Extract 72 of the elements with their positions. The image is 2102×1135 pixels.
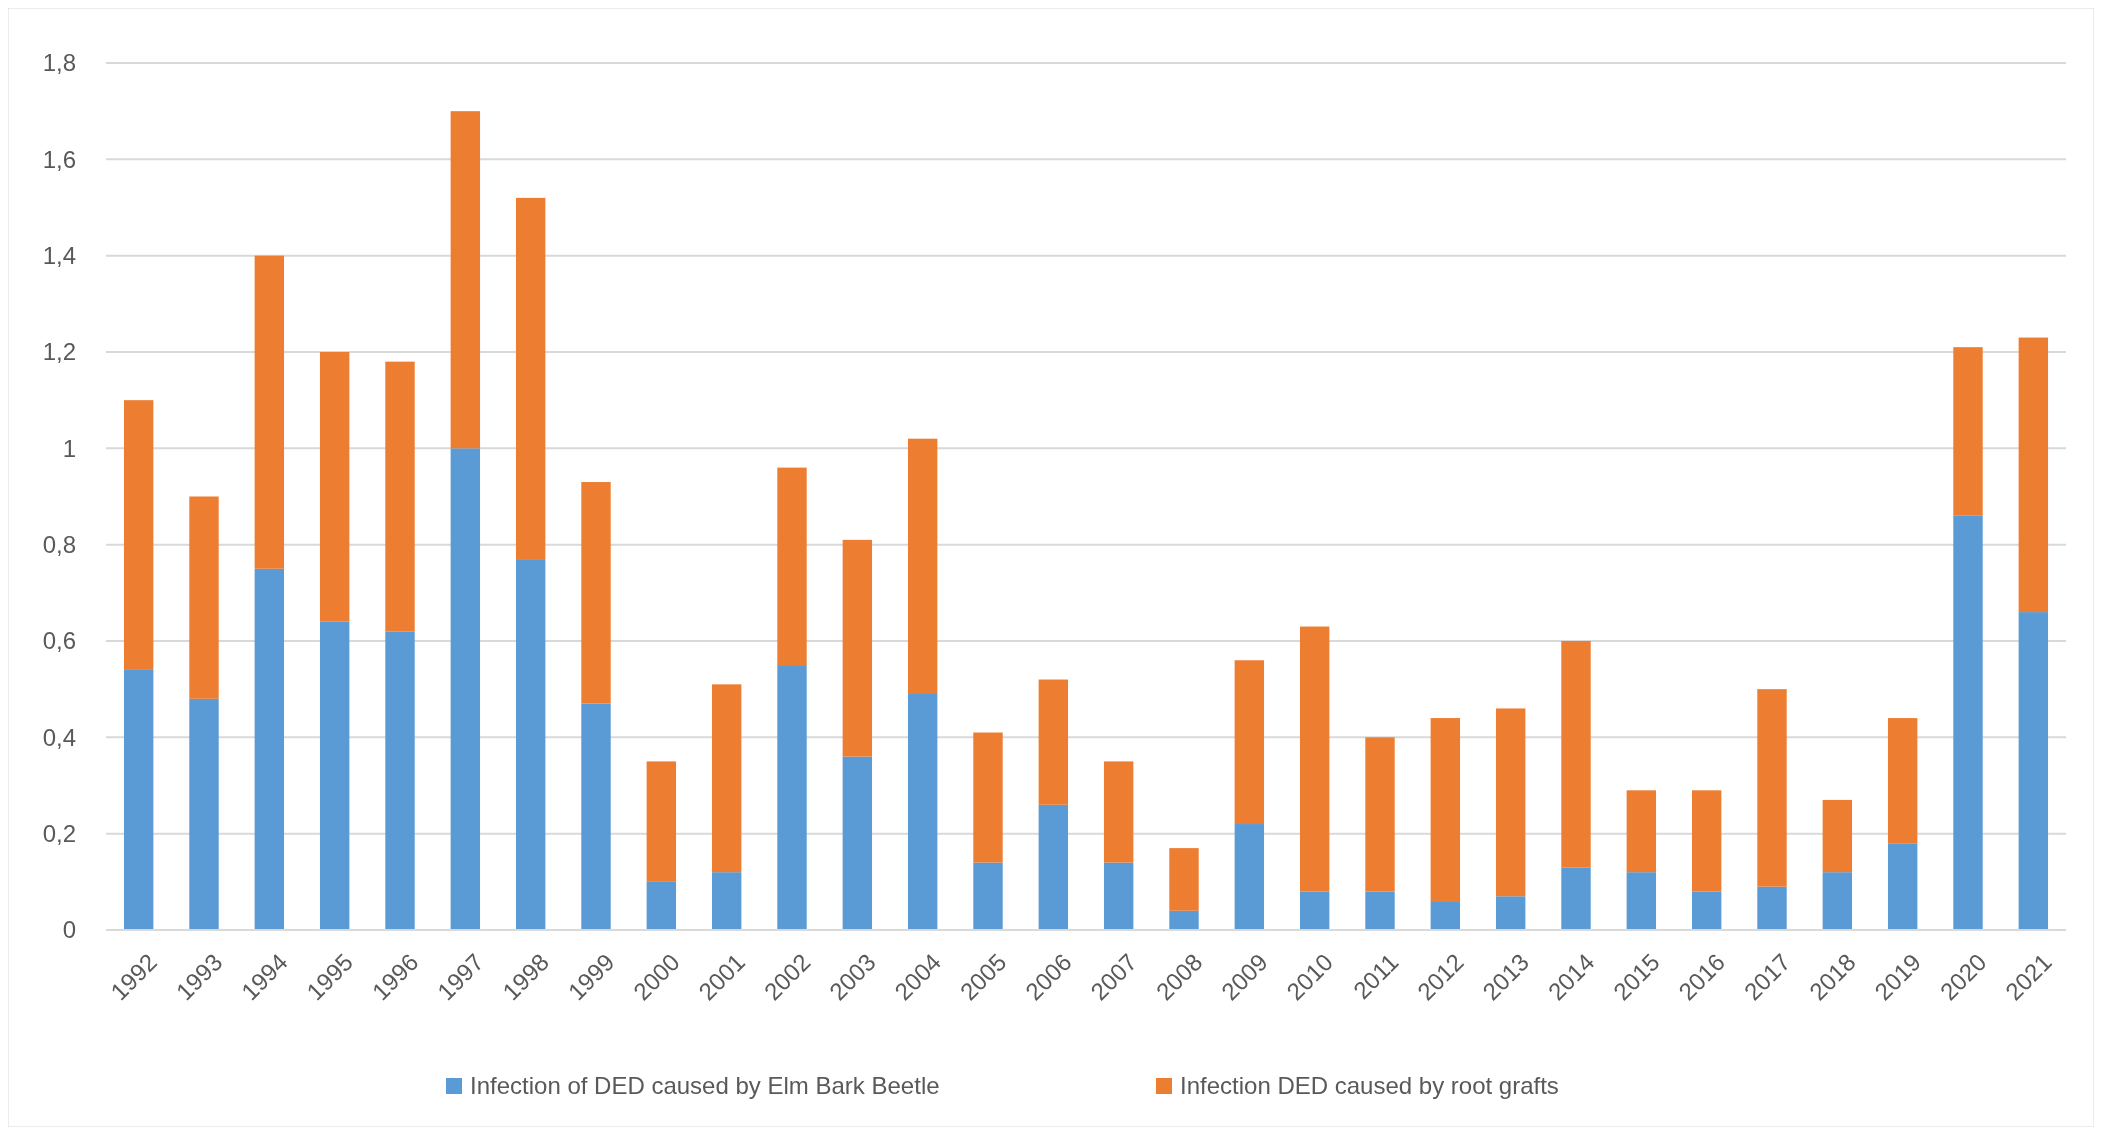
bar: [842, 756, 873, 930]
bar: [123, 669, 154, 930]
bar: [1495, 896, 1526, 930]
bar: [385, 631, 415, 930]
bar: [189, 698, 219, 930]
bar: [1495, 708, 1526, 897]
y-tick-label: 1,4: [42, 242, 76, 270]
y-tick-label: 1,2: [42, 338, 76, 366]
bar: [2018, 337, 2049, 613]
bar: [907, 693, 938, 930]
bar: [189, 496, 219, 699]
bar: [254, 568, 285, 930]
y-tick-label: 0,8: [42, 531, 76, 559]
bar: [1299, 891, 1330, 930]
bar: [515, 559, 546, 930]
bar: [973, 862, 1003, 930]
bar: [777, 665, 807, 930]
bar: [1430, 718, 1461, 902]
bar: [973, 732, 1003, 863]
bar: [1887, 718, 1918, 844]
y-tick-label: 1,6: [42, 145, 76, 173]
bar: [254, 255, 285, 569]
bar: [1887, 843, 1918, 930]
bar: [1103, 761, 1134, 863]
bar: [515, 197, 546, 560]
bar: [711, 684, 742, 873]
bar: [711, 872, 742, 930]
bar: [1691, 891, 1722, 930]
bar: [123, 400, 154, 670]
bar: [1169, 910, 1199, 930]
bar: [1822, 872, 1853, 930]
bar: [450, 111, 481, 449]
bar: [1822, 799, 1853, 873]
bar: [319, 352, 350, 622]
bar: [1234, 824, 1265, 930]
y-tick-label: 1: [62, 434, 76, 462]
bar: [581, 482, 611, 704]
bar: [1365, 737, 1395, 892]
y-tick-label: 0,6: [42, 627, 76, 655]
bar: [1561, 641, 1591, 868]
bar: [1757, 886, 1787, 930]
bar: [1953, 515, 1983, 930]
bar: [842, 539, 873, 757]
bar: [1691, 790, 1722, 892]
bar: [1299, 626, 1330, 892]
bar: [1626, 872, 1657, 930]
bar: [385, 361, 415, 632]
bar: [1038, 804, 1069, 930]
bar: [907, 438, 938, 694]
legend-label: Infection DED caused by root grafts: [1180, 1072, 1559, 1100]
y-tick-label: 0,4: [42, 723, 76, 751]
bar: [1430, 901, 1461, 930]
y-tick-label: 0,2: [42, 820, 76, 848]
y-tick-label: 1,8: [42, 49, 76, 77]
bar: [581, 703, 611, 930]
legend-label: Infection of DED caused by Elm Bark Beetle: [470, 1072, 940, 1100]
bar: [1169, 848, 1199, 911]
bar: [1757, 689, 1787, 887]
bar: [1626, 790, 1657, 873]
bar: [1038, 679, 1069, 805]
bar: [450, 448, 481, 930]
y-tick-label: 0: [62, 916, 76, 944]
bar: [1953, 347, 1983, 516]
bar: [2018, 612, 2049, 930]
bar: [1365, 891, 1395, 930]
bar: [1103, 862, 1134, 930]
bar: [646, 881, 677, 930]
bar: [777, 467, 807, 666]
bar: [1234, 660, 1265, 825]
bar: [1561, 867, 1591, 930]
bar: [646, 761, 677, 882]
bar: [319, 621, 350, 930]
